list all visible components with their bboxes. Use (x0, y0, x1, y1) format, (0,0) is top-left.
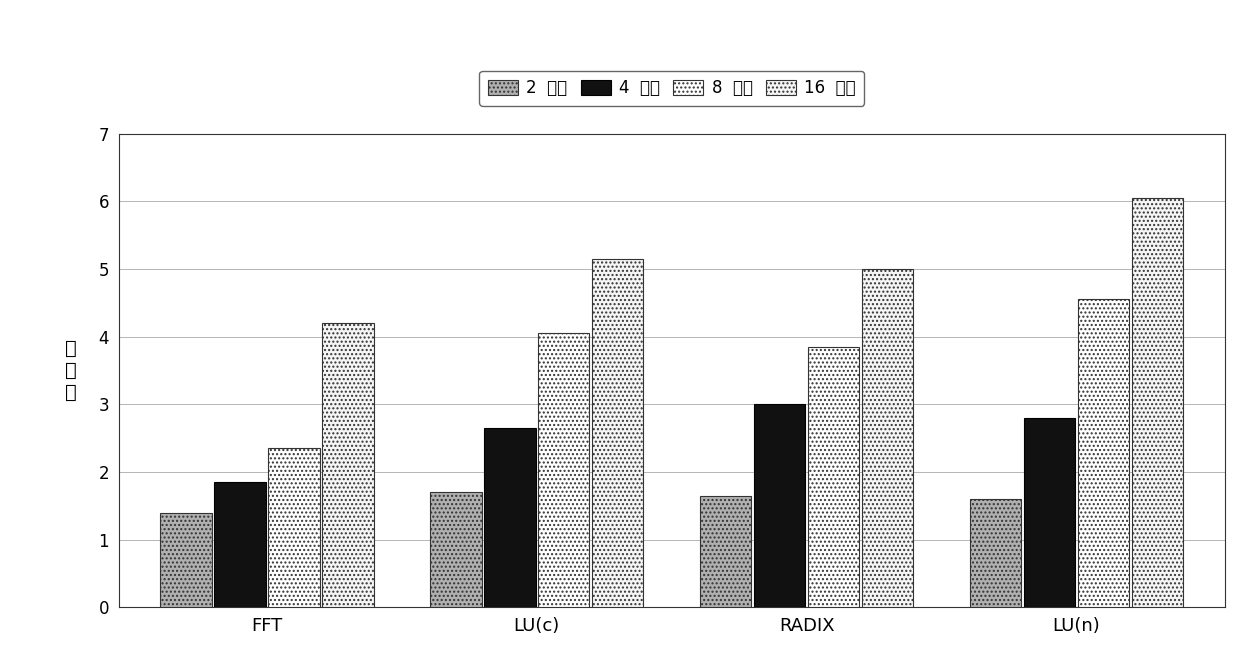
Bar (862, 269, 914, 607)
Legend: 2  线程, 4  线程, 8  线程, 16  线程: 2 线程, 4 线程, 8 线程, 16 线程 (480, 71, 864, 106)
Bar (1078, 300, 1130, 607)
Bar (215, 482, 265, 607)
Bar (322, 323, 373, 607)
Bar (1024, 418, 1075, 607)
Bar (430, 492, 481, 607)
Y-axis label: 加
速
比: 加 速 比 (64, 339, 77, 402)
Bar (160, 513, 212, 607)
Bar (970, 499, 1022, 607)
Bar (1132, 198, 1183, 607)
Bar (754, 404, 805, 607)
Bar (808, 347, 859, 607)
Bar (538, 333, 589, 607)
Bar (593, 259, 644, 607)
Bar (701, 496, 751, 607)
Bar (485, 428, 536, 607)
Bar (268, 448, 320, 607)
